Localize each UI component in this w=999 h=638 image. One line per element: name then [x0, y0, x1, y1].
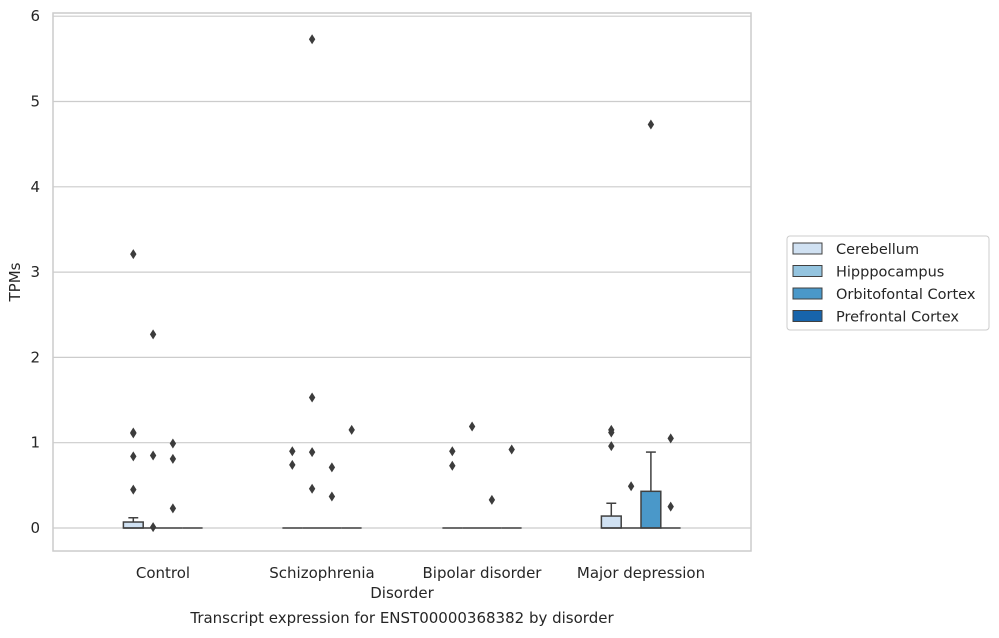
box-3-1: [341, 424, 362, 529]
legend: Cerebellum Hipppocampus Orbitofontal Corte…: [786, 235, 990, 331]
y-axis-label: TPMs: [6, 262, 24, 302]
box-rect: [640, 490, 662, 529]
outlier-point: [308, 447, 316, 458]
box-3-2: [501, 444, 522, 529]
box-0-0: [122, 249, 144, 529]
y-tick-label: 1: [30, 434, 40, 452]
outlier-point: [130, 451, 137, 462]
outlier-point: [130, 484, 137, 495]
box-0-1: [282, 446, 303, 529]
y-tick-label: 4: [30, 178, 40, 196]
outlier-point: [289, 459, 296, 470]
outlier-point: [328, 491, 336, 502]
outlier-point: [169, 438, 177, 449]
outlier-point: [169, 503, 177, 514]
y-tick-label: 0: [30, 519, 40, 537]
figure-caption: Transcript expression for ENST0000036838…: [190, 609, 614, 627]
y-tick-label: 6: [30, 7, 40, 25]
legend-label: Orbitofontal Cortex: [836, 287, 976, 303]
outlier-point: [149, 522, 157, 533]
outlier-point: [647, 119, 655, 130]
outlier-point: [130, 427, 137, 438]
outlier-point: [449, 460, 456, 471]
box-2-0: [163, 438, 183, 529]
box-3-3: [660, 433, 681, 529]
legend-frame: [786, 235, 990, 331]
box-1-3: [621, 481, 641, 529]
legend-label: Hipppocampus: [836, 265, 944, 281]
outlier-point: [508, 444, 515, 455]
outlier-point: [149, 329, 157, 340]
outlier-point: [608, 424, 615, 435]
box-1-0: [143, 329, 163, 533]
legend-label: Cerebellum: [836, 242, 919, 258]
outlier-point: [308, 392, 316, 403]
legend-swatch: [792, 287, 823, 300]
legend-swatch: [792, 265, 823, 277]
outlier-point: [608, 441, 615, 452]
outlier-point: [308, 483, 316, 494]
box-1-1: [302, 34, 322, 529]
x-tick-labels: Control Schizophrenia Bipolar disorder Majo…: [136, 564, 705, 582]
outlier-point: [667, 433, 674, 444]
box-rect: [122, 521, 144, 529]
outlier-point: [468, 421, 476, 432]
box-2-1: [322, 462, 342, 529]
box-2-3: [640, 119, 662, 529]
x-axis-label: Disorder: [370, 584, 434, 602]
legend-swatch: [792, 242, 823, 255]
outlier-point: [169, 453, 177, 464]
box-1-2: [462, 421, 482, 529]
outlier-point: [348, 424, 355, 435]
legend-label: Prefrontal Cortex: [836, 310, 959, 326]
x-tick-label: Control: [136, 564, 190, 582]
outlier-point: [488, 494, 496, 505]
outlier-point: [149, 450, 157, 461]
x-tick-label: Bipolar disorder: [423, 564, 543, 582]
outlier-point: [308, 34, 316, 45]
y-tick-label: 5: [30, 93, 40, 111]
y-tick-label: 2: [30, 348, 40, 366]
gridlines: [53, 15, 751, 529]
plot-frame: [52, 12, 752, 552]
x-tick-label: Major depression: [577, 564, 705, 582]
box-0-3: [600, 424, 622, 529]
box-rect: [600, 515, 622, 529]
outlier-point: [130, 249, 137, 260]
box-2-2: [482, 494, 502, 529]
outlier-point: [627, 481, 635, 492]
x-tick-label: Schizophrenia: [269, 564, 374, 582]
legend-items: Cerebellum Hipppocampus Orbitofontal Corte…: [792, 242, 976, 326]
outlier-point: [328, 462, 336, 473]
outlier-point: [449, 446, 456, 457]
legend-swatch: [792, 310, 823, 322]
y-tick-labels: 0 1 2 3 4 5 6: [30, 7, 40, 537]
outlier-point: [667, 501, 674, 512]
plot-marks: [122, 34, 681, 533]
outlier-point: [289, 446, 296, 457]
y-tick-label: 3: [30, 263, 40, 281]
box-0-2: [442, 446, 463, 529]
